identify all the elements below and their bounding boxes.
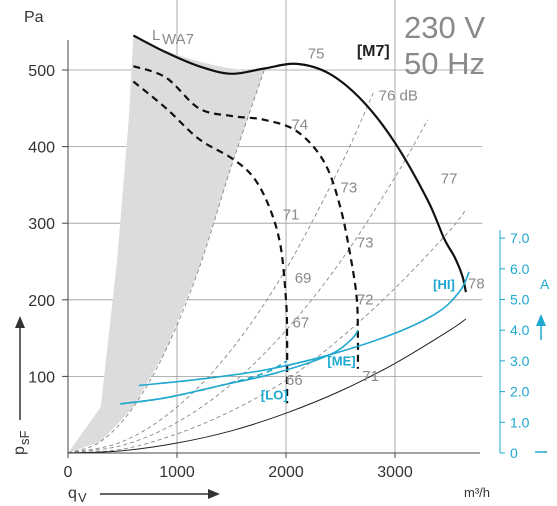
y-tick-label: 400 [28,140,55,157]
y2-axis-arrow [535,314,547,453]
x-axis-label-sub: V [78,490,87,505]
sound-level-label: 73 [357,235,374,252]
y2-tick-label: 4.0 [510,322,530,338]
chart-title-voltage: 230 V [404,10,485,45]
y-axis-label-main: p [11,446,28,455]
x-axis-label-main: q [68,485,77,502]
sound-power-shaded-area [68,35,265,453]
y2-tick-label: 1.0 [510,414,530,430]
y2-tick-label: 3.0 [510,353,530,369]
sound-level-label: 75 [308,46,325,63]
y2-tick-label: 7.0 [510,230,530,246]
current-curve-label: [LO] [261,387,288,402]
y2-axis-ticks: 0 1.0 2.0 3.0 4.0 5.0 6.0 7.0 [500,230,530,461]
sound-power-label: L WA7 [152,27,194,48]
pressure-curve-m7 [132,34,467,293]
system-resistance-curves [67,69,467,454]
current-curve-label: [HI] [433,277,455,292]
sound-level-label: 76 dB [379,88,418,105]
sound-level-label: 72 [357,291,374,308]
system-curve [67,69,265,454]
sound-power-label-sub: WA7 [162,31,194,48]
y2-unit-label: A [540,276,550,292]
y-axis-label-sub: sF [17,431,32,446]
chart-title: 230 V 50 Hz [404,10,485,81]
current-curve [138,271,470,387]
y-unit-label: Pa [24,9,44,26]
y2-tick-label: 2.0 [510,384,530,400]
sound-power-label-main: L [152,27,160,44]
y2-tick-label: 0 [510,445,518,461]
x-tick-label: 2000 [268,464,304,481]
x-unit-label: m³/h [464,485,490,500]
sound-level-label: 71 [362,368,379,385]
sound-level-label: 73 [341,180,358,197]
sound-level-label: 71 [283,206,300,223]
y-axis-ticks: 100 200 300 400 500 [28,63,68,386]
y-axis-arrow [15,316,25,420]
chart-title-frequency: 50 Hz [404,46,485,81]
sound-level-label: 66 [286,372,303,389]
curve-annotations: 75 76 dB 74 77 73 71 73 69 72 78 67 66 71 [M7] [HI] [ME… [261,43,485,402]
system-curve [67,119,429,454]
y2-tick-label: 5.0 [510,292,530,308]
speed-label: [M7] [357,43,390,60]
system-curve [67,318,467,454]
y-tick-label: 500 [28,63,55,80]
x-tick-label: 3000 [377,464,413,481]
x-tick-label: 0 [64,464,73,481]
current-curves [120,271,470,405]
current-curve [120,329,359,405]
y-tick-label: 300 [28,216,55,233]
sound-level-label: 67 [293,314,310,331]
y-axis-label: p sF [11,431,32,456]
x-tick-label: 1000 [159,464,195,481]
current-curve [120,360,288,405]
current-curve-label: [ME] [327,354,355,369]
y2-tick-label: 6.0 [510,261,530,277]
y-tick-label: 100 [28,369,55,386]
x-axis-ticks: 0 1000 2000 3000 [64,453,413,481]
x-axis-label: q V [68,485,87,505]
pressure-curve [132,80,289,404]
system-curve [67,92,374,454]
y-tick-label: 200 [28,293,55,310]
sound-level-label: 77 [441,170,458,187]
sound-level-label: 74 [291,117,308,134]
x-axis-arrow [100,489,220,499]
sound-level-label: 78 [468,275,485,292]
pressure-curve [133,65,360,369]
pressure-curves [132,34,467,404]
sound-level-label: 69 [295,270,312,287]
